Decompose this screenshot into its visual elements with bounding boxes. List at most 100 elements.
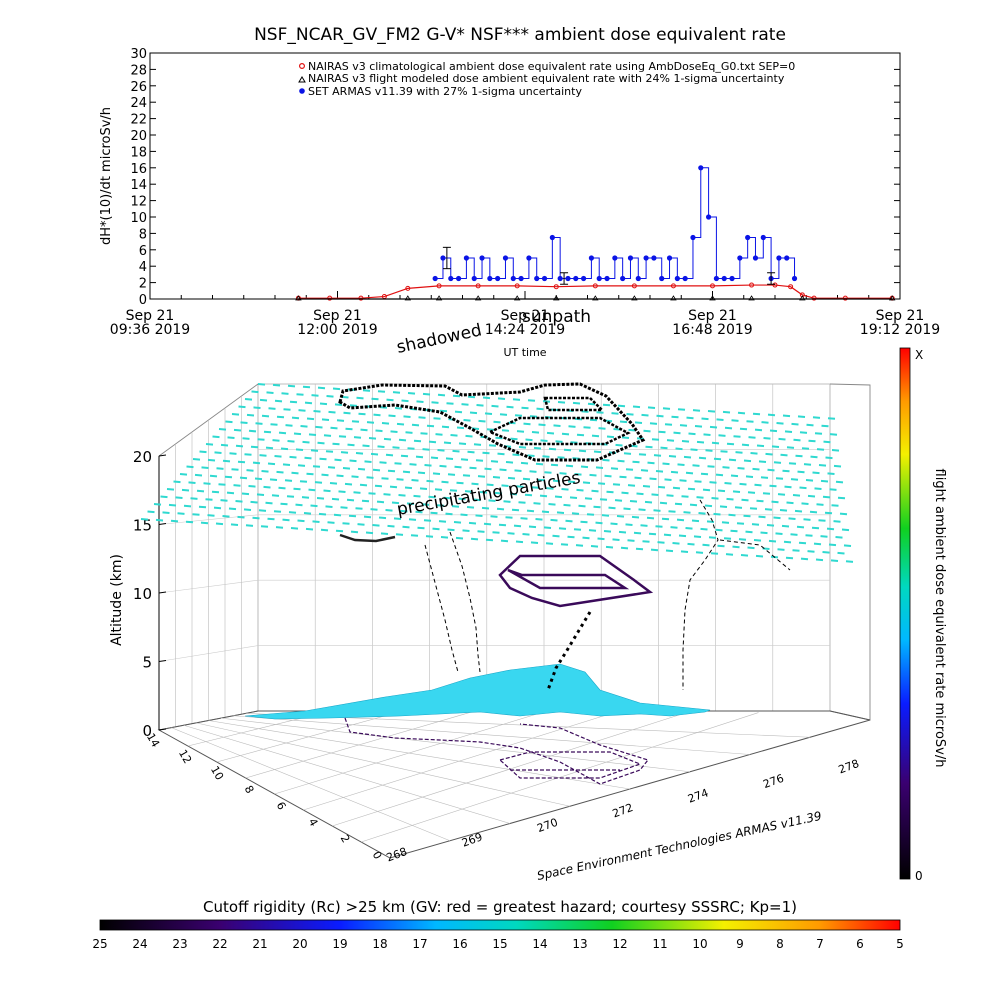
lattice-dash (784, 430, 793, 433)
lattice-dash (586, 513, 595, 516)
lattice-dash (827, 472, 835, 475)
z-axis-ticks: 0 5 10 15 20 (133, 448, 167, 740)
lattice-dash (417, 471, 426, 475)
lattice-dash (531, 431, 540, 434)
lattice-dash (282, 518, 290, 522)
lattice-dash (595, 466, 604, 469)
lattice-dash (389, 485, 398, 489)
lattice-dash (709, 425, 718, 429)
lattice-dash (308, 488, 316, 492)
lattice-dash (440, 536, 449, 539)
lattice-dash (334, 403, 343, 406)
lattice-dash (657, 541, 665, 544)
rigidity-colorbar-gradient (99, 919, 901, 931)
lattice-dash (632, 405, 641, 409)
lattice-dash (492, 531, 500, 534)
lattice-dash (694, 480, 702, 483)
rigidity-tick-label: 20 (292, 937, 307, 951)
lattice-dash (552, 534, 560, 538)
point-armas (526, 255, 532, 261)
lattice-dash (813, 542, 822, 546)
lattice-dash (325, 450, 334, 453)
lattice-dash (454, 465, 462, 469)
lattice-dash (798, 541, 807, 545)
lattice-dash (685, 527, 693, 530)
lattice-dash (642, 540, 650, 543)
lattice-dash (690, 448, 698, 451)
lattice-dash (460, 513, 468, 517)
point-armas (635, 275, 641, 282)
point-armas (448, 275, 454, 282)
lattice-dash (447, 528, 455, 532)
lattice-dash (631, 515, 640, 519)
lattice-dash (696, 440, 705, 444)
rigidity-tick-label: 10 (692, 937, 707, 951)
lattice-dash (824, 511, 833, 515)
lattice-dash (285, 424, 293, 427)
lattice-dash (730, 474, 739, 478)
lattice-dash (452, 394, 461, 398)
lattice-dash (556, 511, 565, 514)
lattice-dash (820, 535, 828, 538)
lattice-dash (286, 495, 295, 498)
lattice-dash (275, 526, 284, 529)
lattice-dash (548, 447, 557, 451)
lattice-dash (752, 467, 760, 471)
point-nairas-flight (670, 295, 677, 301)
point-armas (752, 255, 759, 261)
lattice-dash (695, 551, 704, 554)
point-armas (557, 275, 563, 282)
lattice-dash (730, 529, 738, 533)
lattice-dash (220, 443, 229, 447)
lattice-dash (477, 475, 486, 478)
lattice-dash (664, 478, 672, 481)
lattice-dash (589, 418, 598, 422)
lattice-dash (518, 446, 527, 449)
lattice-dash (289, 455, 297, 459)
lattice-dash (420, 432, 428, 435)
lattice-dash (522, 533, 530, 536)
rigidity-tick-label: 7 (816, 937, 824, 951)
lattice-dash (168, 503, 177, 507)
floor-y-tick-label: 2 (338, 833, 353, 846)
lattice-dash (786, 501, 794, 505)
lattice-dash (707, 465, 715, 468)
lattice-dash (700, 527, 708, 531)
lattice-dash (741, 443, 750, 447)
lattice-dash (816, 448, 825, 451)
lattice-dash (272, 439, 280, 442)
lattice-dash (782, 414, 791, 418)
lattice-dash (812, 416, 821, 419)
lattice-dash (267, 462, 276, 466)
annotation-precipitating: precipitating particles (395, 468, 582, 520)
lattice-dash (679, 479, 687, 482)
legend-label-nairas-clim: NAIRAS v3 climatological ambient dose eq… (308, 60, 795, 73)
lattice-dash (647, 461, 655, 465)
point-armas (659, 275, 665, 282)
lattice-dash (393, 517, 402, 520)
lattice-dash (227, 436, 235, 439)
lattice-dash (653, 509, 661, 512)
lattice-dash (788, 462, 797, 465)
lattice-dash (312, 520, 320, 523)
lattice-dash (531, 486, 539, 489)
lattice-dash (317, 386, 326, 390)
lattice-dash (620, 546, 629, 550)
z-tick-label: 5 (142, 654, 152, 672)
lattice-dash (820, 479, 829, 483)
lattice-dash (381, 477, 389, 480)
lattice-dash (381, 422, 390, 425)
lattice-dash (422, 392, 431, 396)
lattice-dash (410, 534, 419, 537)
lattice-dash (229, 452, 237, 455)
lattice-dash (698, 456, 707, 460)
lattice-dash (751, 523, 760, 526)
lattice-dash (681, 495, 689, 498)
lattice-dash (808, 439, 816, 443)
lattice-dash (415, 510, 423, 514)
lattice-dash (794, 509, 803, 513)
point-armas (729, 275, 735, 282)
x-tick-date: Sep 21 (876, 308, 925, 324)
lattice-dash (475, 459, 484, 462)
lattice-dash (188, 481, 196, 484)
